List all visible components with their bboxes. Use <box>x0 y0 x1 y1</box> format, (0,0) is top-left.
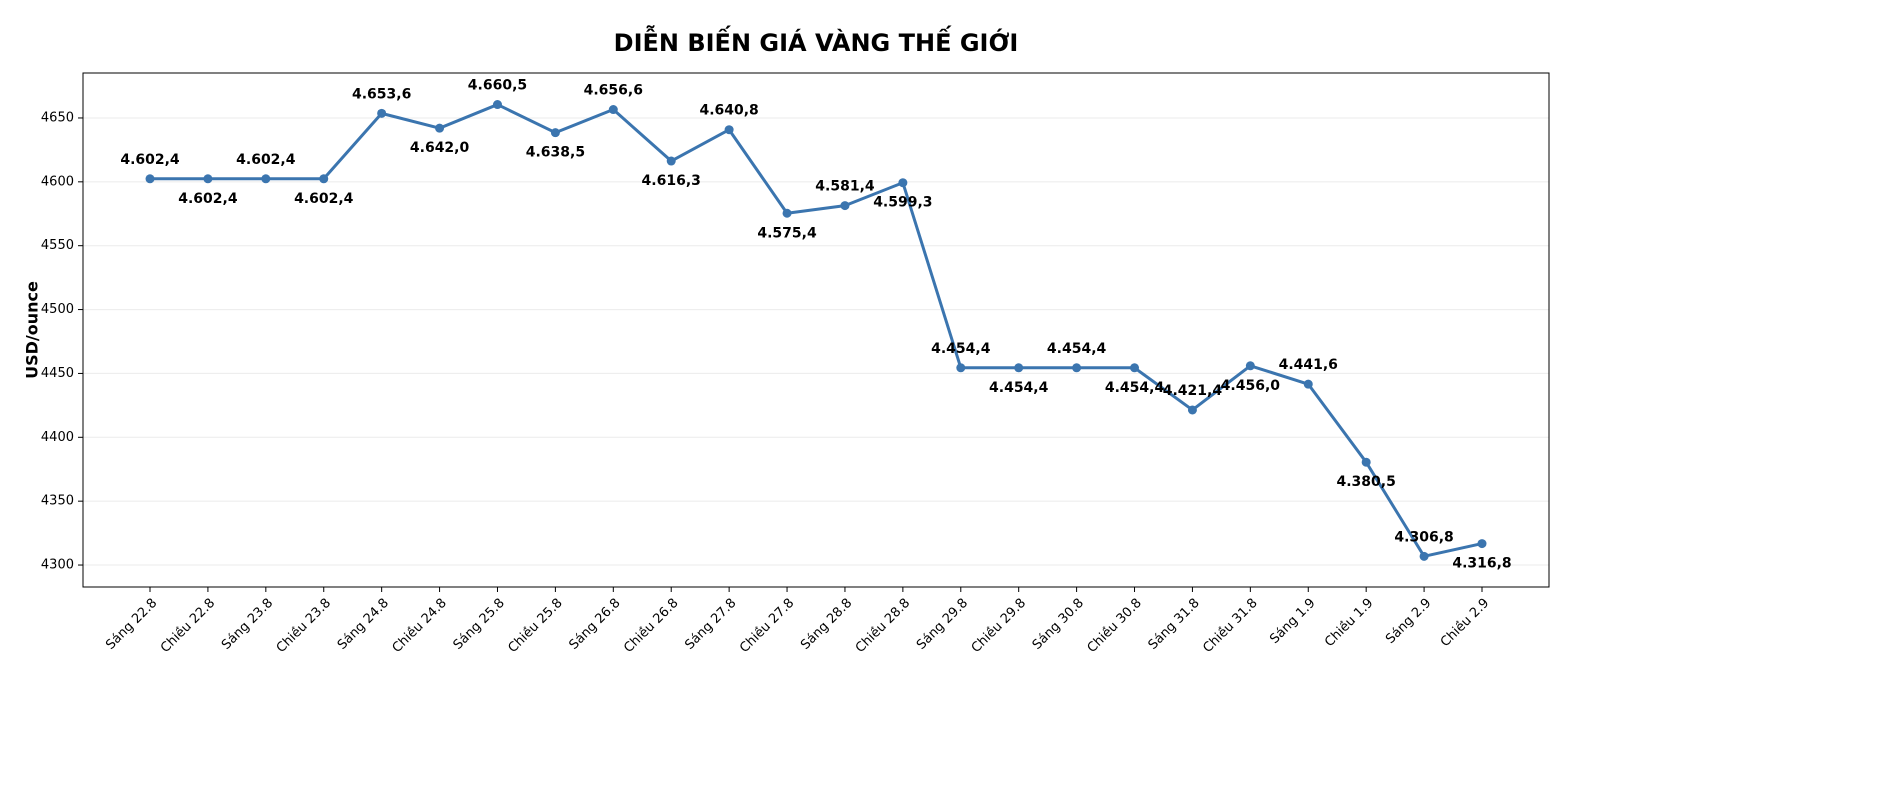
value-label: 4.602,4 <box>178 191 238 207</box>
value-label: 4.454,4 <box>989 380 1049 396</box>
data-point <box>956 363 966 373</box>
x-tick-label: Sáng 26.8 <box>566 596 623 653</box>
data-point <box>1477 539 1487 549</box>
value-label: 4.421,4 <box>1163 383 1223 399</box>
x-tick-label: Chiều 2.9 <box>1438 596 1492 650</box>
data-point <box>203 174 213 184</box>
x-tick-label: Sáng 31.8 <box>1146 596 1203 653</box>
data-point <box>1245 361 1255 371</box>
value-label: 4.454,4 <box>931 341 991 357</box>
data-point <box>608 105 618 115</box>
data-point <box>1130 363 1140 373</box>
x-tick-label: Chiều 22.8 <box>158 596 218 656</box>
data-point <box>666 156 676 166</box>
value-label: 4.616,3 <box>642 173 701 189</box>
data-point <box>435 123 445 133</box>
x-tick-label: Chiều 29.8 <box>969 596 1029 656</box>
x-tick-label: Chiều 31.8 <box>1200 596 1260 656</box>
value-label: 4.380,5 <box>1337 474 1396 490</box>
value-label: 4.642,0 <box>410 140 470 156</box>
x-tick-label: Sáng 30.8 <box>1030 596 1087 653</box>
data-point <box>1419 551 1429 561</box>
data-point <box>550 128 560 138</box>
value-label: 4.441,6 <box>1279 357 1338 373</box>
x-tick-label: Chiều 26.8 <box>621 596 681 656</box>
y-axis-label: USD/ounce <box>23 281 42 379</box>
data-point <box>1014 363 1024 373</box>
data-point <box>492 100 502 110</box>
value-label: 4.656,6 <box>584 83 643 99</box>
data-point <box>1361 457 1371 467</box>
value-label: 4.454,4 <box>1105 380 1165 396</box>
x-tick-label: Chiều 23.8 <box>274 596 334 656</box>
y-tick-label: 4500 <box>41 302 74 317</box>
data-point <box>1303 379 1313 389</box>
line-path <box>150 103 1483 558</box>
value-label: 4.599,3 <box>873 195 932 211</box>
value-label: 4.660,5 <box>468 78 527 94</box>
value-label: 4.454,4 <box>1047 341 1107 357</box>
y-tick-label: 4300 <box>41 558 74 573</box>
x-tick-label: Chiều 30.8 <box>1085 596 1145 656</box>
value-label: 4.602,4 <box>236 152 296 168</box>
x-tick-label: Sáng 29.8 <box>914 596 971 653</box>
value-label: 4.640,8 <box>699 103 758 119</box>
y-tick-label: 4550 <box>41 238 74 253</box>
value-label: 4.602,4 <box>294 191 354 207</box>
x-tick-label: Sáng 22.8 <box>103 596 160 653</box>
value-label: 4.581,4 <box>815 179 875 195</box>
x-tick-label: Chiều 24.8 <box>390 596 450 656</box>
value-label: 4.653,6 <box>352 86 411 102</box>
data-point <box>319 174 329 184</box>
y-tick-label: 4350 <box>41 494 74 509</box>
value-label: 4.456,0 <box>1221 378 1281 394</box>
x-tick-label: Sáng 2.9 <box>1383 596 1434 647</box>
chart-title: DIỄN BIẾN GIÁ VÀNG THẾ GIỚI <box>614 24 1019 57</box>
data-point <box>145 174 155 184</box>
y-tick-label: 4650 <box>41 110 74 125</box>
x-tick-label: Chiều 28.8 <box>853 596 913 656</box>
value-label: 4.306,8 <box>1394 529 1453 545</box>
data-point <box>724 125 734 135</box>
x-tick-label: Chiều 27.8 <box>737 596 797 656</box>
value-label: 4.316,8 <box>1452 556 1511 572</box>
x-tick-label: Sáng 23.8 <box>219 596 276 653</box>
x-tick-label: Sáng 28.8 <box>798 596 855 653</box>
value-label: 4.602,4 <box>120 152 180 168</box>
x-tick-label: Sáng 24.8 <box>335 596 392 653</box>
y-tick-label: 4600 <box>41 174 74 189</box>
data-point <box>261 174 271 184</box>
y-tick-label: 4400 <box>41 430 74 445</box>
x-tick-label: Sáng 25.8 <box>451 596 508 653</box>
x-tick-label: Sáng 27.8 <box>682 596 739 653</box>
x-tick-label: Chiều 1.9 <box>1322 596 1376 650</box>
value-label: 4.638,5 <box>526 145 585 161</box>
data-point <box>1072 363 1082 373</box>
x-tick-label: Sáng 1.9 <box>1267 596 1318 647</box>
data-point <box>1187 405 1197 415</box>
data-point <box>377 108 387 118</box>
data-point <box>898 178 908 188</box>
plot-frame <box>82 72 1550 588</box>
y-tick-label: 4450 <box>41 366 74 381</box>
data-point <box>782 208 792 218</box>
data-point <box>840 201 850 211</box>
value-label: 4.575,4 <box>757 225 817 241</box>
x-tick-label: Chiều 25.8 <box>505 596 565 656</box>
